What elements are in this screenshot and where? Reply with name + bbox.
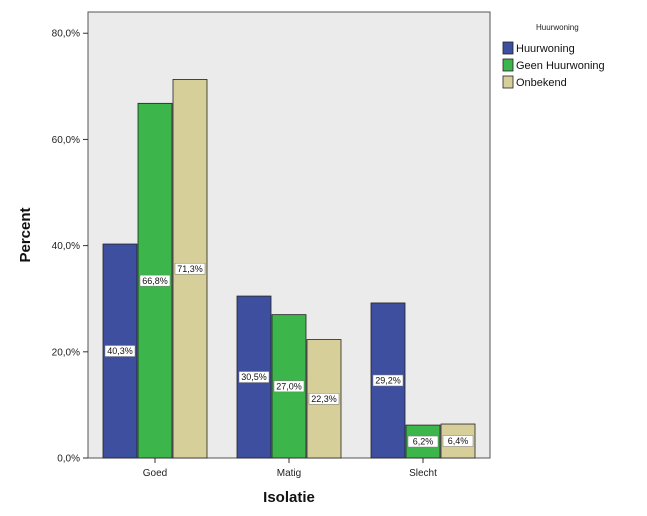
y-axis-title: Percent bbox=[17, 207, 34, 262]
bars-group: 40,3% 66,8% 71,3% 30,5% 27,0% 22,3% 29,2% 6,2% 6… bbox=[102, 79, 476, 459]
y-tick-label: 40,0% bbox=[52, 241, 80, 252]
legend-label: Onbekend bbox=[516, 77, 567, 89]
data-label: 6,2% bbox=[413, 437, 434, 447]
data-label: 29,2% bbox=[375, 376, 401, 386]
x-tick-label: Slecht bbox=[409, 468, 437, 479]
data-label-box bbox=[139, 274, 171, 287]
y-axis: 0,0% 20,0% 40,0% 60,0% 80,0% bbox=[52, 29, 88, 465]
data-label-box bbox=[273, 380, 305, 393]
legend-swatch bbox=[502, 58, 514, 72]
legend-swatch bbox=[502, 41, 514, 55]
data-label: 27,0% bbox=[276, 382, 302, 392]
data-label: 40,3% bbox=[107, 346, 133, 356]
y-tick-label: 20,0% bbox=[52, 347, 80, 358]
legend-title: Huurwoning bbox=[536, 23, 579, 32]
data-label: 22,3% bbox=[311, 394, 337, 404]
x-axis: Goed Matig Slecht bbox=[143, 458, 437, 479]
data-label-box bbox=[372, 374, 404, 387]
data-label: 66,8% bbox=[142, 276, 168, 286]
x-tick-label: Goed bbox=[143, 468, 167, 479]
y-tick-label: 60,0% bbox=[52, 135, 80, 146]
data-label: 6,4% bbox=[448, 436, 469, 446]
data-label-box bbox=[174, 262, 206, 275]
data-label: 30,5% bbox=[241, 372, 267, 382]
legend-swatch bbox=[502, 75, 514, 89]
data-label: 71,3% bbox=[177, 264, 203, 274]
y-tick-label: 0,0% bbox=[57, 454, 80, 465]
y-tick-label: 80,0% bbox=[52, 29, 80, 40]
data-label-box bbox=[238, 371, 270, 383]
x-axis-title: Isolatie bbox=[263, 489, 315, 506]
legend-label: Huurwoning bbox=[516, 43, 575, 55]
data-label-box bbox=[442, 435, 474, 447]
x-tick-label: Matig bbox=[277, 468, 301, 479]
data-label-box bbox=[104, 345, 136, 357]
legend: Huurwoning Huurwoning Geen Huurwoning Onbe… bbox=[502, 23, 605, 89]
data-label-box bbox=[407, 435, 439, 448]
data-label-box bbox=[308, 393, 340, 405]
legend-label: Geen Huurwoning bbox=[516, 60, 605, 72]
